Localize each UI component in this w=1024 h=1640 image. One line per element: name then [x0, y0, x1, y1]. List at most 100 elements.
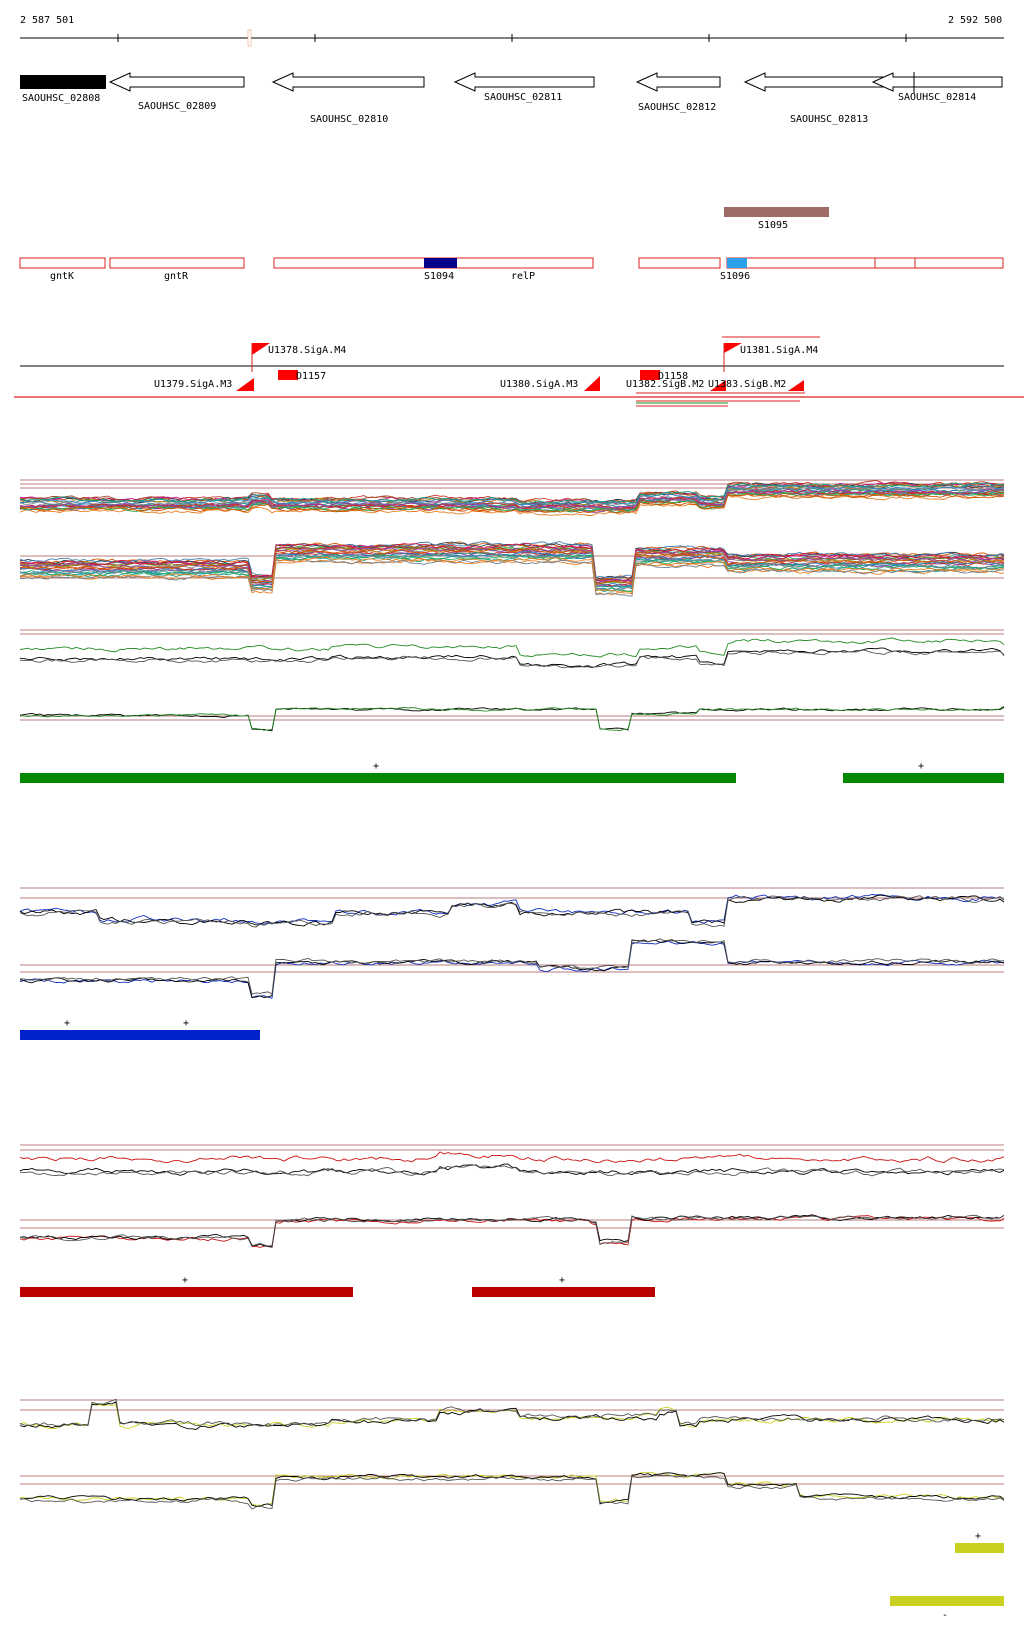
expression-profile-line: [19, 705, 1005, 731]
gene-label: SAOUHSC_02809: [138, 101, 216, 112]
promoter-label: U1382.SigB.M2: [626, 379, 704, 390]
expression-profile-line: [19, 1163, 1005, 1176]
region-box[interactable]: [726, 257, 876, 269]
terminator-block[interactable]: [640, 370, 660, 380]
promoter-flag-icon[interactable]: [584, 376, 600, 391]
condition-bar[interactable]: [955, 1543, 1004, 1553]
region-gntK[interactable]: [19, 257, 106, 269]
gene-label: SAOUHSC_02810: [310, 114, 388, 125]
expression-profile-line: [19, 549, 1005, 587]
region-box[interactable]: [914, 257, 1004, 269]
segment-s1096[interactable]: [727, 258, 747, 268]
terminator-block[interactable]: [278, 370, 298, 380]
expression-profile-line: [19, 940, 1005, 999]
condition-bar[interactable]: [890, 1596, 1004, 1606]
expression-profile-line: [19, 894, 1005, 927]
promoter-label: U1378.SigA.M4: [268, 345, 346, 356]
gene-block[interactable]: [20, 75, 106, 89]
promoter-flag-icon[interactable]: [724, 343, 742, 353]
s1095-label: S1095: [758, 220, 788, 231]
gntR-label: gntR: [164, 271, 189, 282]
promoter-flag-icon[interactable]: [236, 378, 254, 391]
condition-bar[interactable]: [843, 773, 1004, 783]
relP-label: relP: [511, 271, 535, 282]
promoter-label: D1157: [296, 371, 326, 382]
promoter-track: U1378.SigA.M4 U1379.SigA.M3 D1157 U1380.…: [14, 336, 1024, 407]
expression-profile-line: [19, 491, 1005, 513]
expression-profile-line: [19, 548, 1005, 585]
expression-profile-line: [19, 1398, 1005, 1427]
strand-marker: +: [975, 1531, 981, 1542]
expression-profile-line: [19, 895, 1005, 928]
expression-profile-line: [19, 1401, 1005, 1430]
promoter-label: U1379.SigA.M3: [154, 379, 232, 390]
segment-bars: + + + + + + + -: [20, 761, 1004, 1621]
expression-profile-line: [19, 649, 1005, 669]
strand-marker: +: [64, 1018, 70, 1029]
region-box[interactable]: [638, 257, 721, 269]
expression-profile-line: [19, 482, 1005, 505]
promoter-flag-icon[interactable]: [252, 343, 270, 355]
expression-profile-line: [19, 541, 1005, 579]
expression-profile-line: [19, 1151, 1005, 1164]
gene-arrow[interactable]: [453, 72, 595, 92]
ruler-end-label: 2 592 500: [948, 15, 1002, 26]
gene-track: SAOUHSC_02808 SAOUHSC_02809 SAOUHSC_0281…: [20, 72, 1003, 125]
expression-profile-line: [19, 938, 1005, 995]
expression-panel-3: [19, 1398, 1005, 1510]
coordinate-ruler: 2 587 501 2 592 500: [20, 15, 1004, 47]
expression-profile-line: [19, 1474, 1005, 1510]
expression-profile-line: [19, 1214, 1005, 1247]
gene-arrow[interactable]: [871, 72, 1003, 92]
condition-bar[interactable]: [20, 1287, 353, 1297]
s1094-label: S1094: [424, 271, 454, 282]
strand-marker: +: [918, 761, 924, 772]
promoter-label: U1381.SigA.M4: [740, 345, 818, 356]
gene-arrow[interactable]: [635, 72, 721, 92]
gene-label: SAOUHSC_02808: [22, 93, 100, 104]
strand-marker: +: [182, 1275, 188, 1286]
condition-bar[interactable]: [472, 1287, 655, 1297]
promoter-flag-icon[interactable]: [788, 380, 804, 391]
expression-profile-line: [19, 492, 1005, 514]
gene-label: SAOUHSC_02812: [638, 102, 716, 113]
expression-profile-line: [19, 556, 1005, 595]
gene-label: SAOUHSC_02814: [898, 92, 976, 103]
ruler-start-label: 2 587 501: [20, 15, 74, 26]
expression-profile-line: [19, 939, 1005, 998]
expression-profile-line: [19, 1472, 1005, 1507]
expression-profile-line: [19, 1164, 1005, 1177]
segment-s1094[interactable]: [424, 258, 457, 268]
expression-profile-line: [19, 552, 1005, 589]
expression-profile-line: [19, 553, 1005, 592]
expression-profile-line: [19, 542, 1005, 582]
expression-panel-1: [19, 887, 1005, 999]
condition-bar[interactable]: [20, 1030, 260, 1040]
gene-arrow[interactable]: [108, 72, 245, 92]
expression-profile-line: [19, 481, 1005, 504]
promoter-flag-icon[interactable]: [710, 380, 726, 391]
expression-panel-0: [19, 479, 1005, 732]
expression-profile-line: [19, 488, 1005, 509]
promoter-label: D1158: [658, 371, 688, 382]
strand-marker: -: [942, 1610, 948, 1621]
gntK-label: gntK: [50, 271, 74, 282]
promoter-label: U1383.SigB.M2: [708, 379, 786, 390]
gene-arrow[interactable]: [271, 72, 425, 92]
region-box[interactable]: [874, 257, 916, 269]
expression-profile-line: [19, 1402, 1005, 1430]
strand-marker: +: [183, 1018, 189, 1029]
region-gntR[interactable]: [109, 257, 245, 269]
promoter-label: U1380.SigA.M3: [500, 379, 578, 390]
expression-profile-line: [19, 484, 1005, 506]
segment-s1095[interactable]: [724, 207, 829, 217]
strand-marker: +: [373, 761, 379, 772]
expression-panel-2: [19, 1144, 1005, 1248]
strand-marker: +: [559, 1275, 565, 1286]
annotation-track: S1095 gntK gntR S1094 relP S1096: [19, 207, 1004, 282]
condition-bar[interactable]: [20, 773, 736, 783]
gene-label: SAOUHSC_02811: [484, 92, 562, 103]
gene-label: SAOUHSC_02813: [790, 114, 868, 125]
expression-profile-line: [19, 547, 1005, 584]
